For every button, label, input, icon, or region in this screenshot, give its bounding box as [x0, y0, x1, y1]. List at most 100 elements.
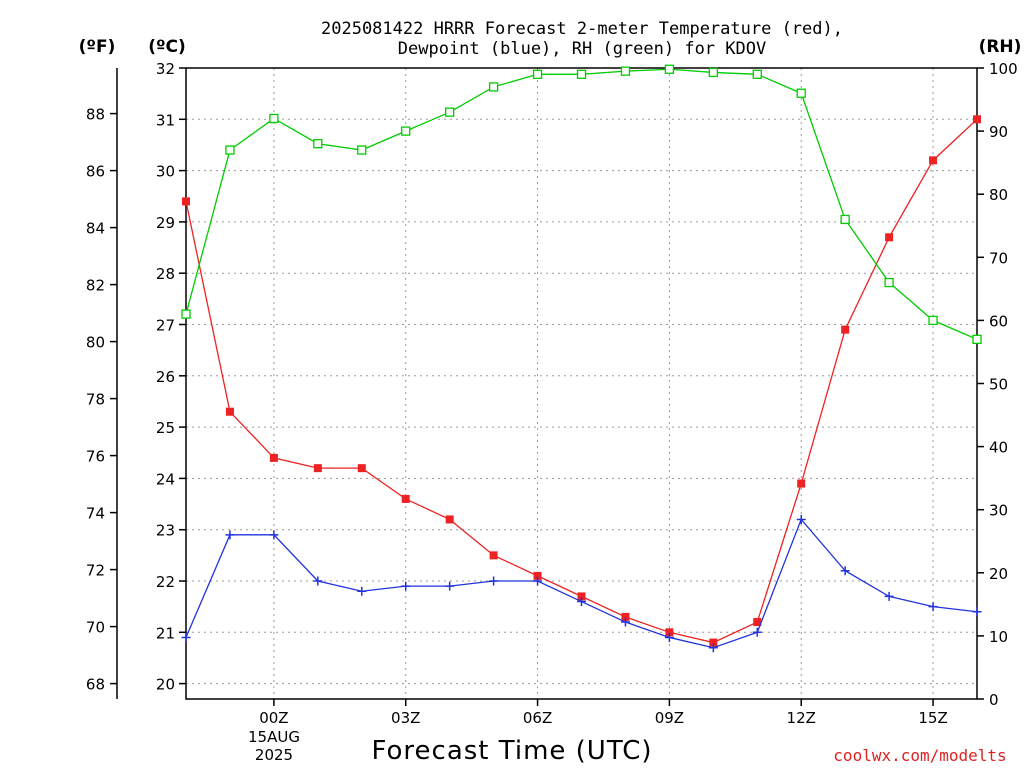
series: [181, 64, 982, 653]
rh-tick-label: 50: [989, 376, 1008, 394]
time-tick-label: 12Z: [787, 709, 816, 727]
temperature-point: [929, 156, 938, 165]
temperature-point: [533, 571, 542, 580]
rh-point: [488, 82, 499, 92]
temperature-point: [885, 233, 894, 242]
rh-point: [840, 214, 850, 225]
rh-tick-label: 60: [989, 312, 1008, 330]
dewpoint-point: [269, 530, 279, 540]
time-tick-label: 06Z: [523, 709, 552, 727]
celsius-tick-label: 21: [156, 624, 175, 642]
rh-point: [313, 139, 323, 149]
rh-tick-label: 20: [989, 565, 1008, 583]
temperature-line: [185, 118, 978, 644]
celsius-tick-label: 22: [156, 573, 175, 591]
celsius-tick-label: 27: [156, 317, 175, 335]
time-tick-label: 15Z: [918, 709, 947, 727]
rh-tick-label: 40: [989, 439, 1008, 457]
celsius-tick-label: 20: [156, 676, 175, 694]
dewpoint-point: [884, 591, 894, 601]
dewpoint-point: [972, 607, 982, 617]
temperature-point: [401, 494, 410, 503]
temperature-point: [753, 618, 762, 627]
dewpoint-point: [796, 514, 806, 524]
dewpoint-point: [401, 581, 411, 591]
chart-title-line-2: Dewpoint (blue), RH (green) for KDOV: [398, 39, 766, 59]
fahrenheit-tick-label: 84: [86, 220, 105, 238]
temperature-point: [621, 612, 630, 621]
rh-point: [752, 69, 762, 79]
dewpoint-point: [445, 581, 455, 591]
temperature-point: [797, 479, 806, 488]
rh-point: [225, 145, 235, 155]
rh-point: [445, 107, 455, 117]
rh-point: [532, 69, 543, 79]
celsius-tick-label: 24: [156, 470, 175, 488]
fahrenheit-tick-label: 72: [86, 562, 105, 580]
rh-point: [269, 113, 279, 124]
x-axis-label: Forecast Time (UTC): [371, 736, 652, 766]
dewpoint-point: [752, 627, 762, 637]
dewpoint-point: [533, 576, 543, 586]
dewpoint-line: [185, 518, 978, 649]
celsius-tick-label: 26: [156, 368, 175, 386]
temperature-point: [577, 592, 586, 601]
temperature-point: [709, 638, 718, 647]
celsius-tick-label: 23: [156, 522, 175, 540]
celsius-tick-label: 30: [156, 163, 175, 181]
temperature-point: [445, 515, 454, 524]
rh-point: [928, 315, 938, 326]
rh-tick-label: 0: [989, 691, 999, 709]
rh-point: [620, 66, 631, 76]
celsius-tick-label: 25: [156, 419, 175, 437]
fahrenheit-tick-label: 70: [86, 619, 105, 637]
dewpoint-point: [928, 602, 938, 612]
time-tick-label: 03Z: [391, 709, 420, 727]
rh-point: [796, 88, 806, 98]
dewpoint-point: [489, 576, 499, 586]
dewpoint-point: [225, 530, 235, 540]
dewpoint-point: [577, 597, 586, 607]
chart-title-line-1: 2025081422 HRRR Forecast 2-meter Tempera…: [321, 19, 843, 39]
rh-point: [884, 277, 894, 288]
axes: 20 21 22 23 24 25 26 27 28 29 30 31 32 00Z 03Z 06Z 09Z 12…: [86, 60, 1018, 727]
temperature-point: [973, 115, 981, 124]
temperature-point: [489, 551, 498, 560]
dewpoint-point: [708, 643, 718, 653]
dewpoint-point: [620, 617, 630, 627]
temperature-point: [357, 464, 366, 473]
rh-tick-label: 30: [989, 502, 1008, 520]
celsius-unit-label: (ºC): [148, 37, 186, 57]
dewpoint-point: [840, 566, 850, 576]
rh-tick-label: 10: [989, 628, 1008, 646]
fahrenheit-tick-label: 86: [86, 163, 105, 181]
fahrenheit-tick-label: 74: [86, 505, 105, 523]
temperature-point: [225, 407, 234, 416]
fahrenheit-unit-label: (ºF): [79, 37, 116, 57]
rh-tick-label: 100: [989, 60, 1018, 78]
temperature-point: [841, 325, 850, 334]
rh-line: [185, 68, 978, 340]
fahrenheit-tick-label: 88: [86, 106, 105, 124]
rh-point: [401, 126, 411, 136]
rh-point: [664, 64, 675, 74]
rh-point: [576, 69, 587, 79]
fahrenheit-tick-label: 82: [86, 277, 105, 295]
temperature-point: [313, 464, 322, 473]
date-label-day: 15AUG: [248, 728, 300, 746]
celsius-tick-label: 32: [156, 60, 175, 78]
temperature-point: [665, 628, 674, 637]
rh-tick-label: 70: [989, 249, 1008, 267]
rh-tick-label: 90: [989, 123, 1008, 141]
fahrenheit-tick-label: 76: [86, 448, 105, 466]
credit-text: coolwx.com/modelts: [833, 746, 1006, 765]
temperature-point: [269, 453, 278, 462]
fahrenheit-tick-label: 68: [86, 676, 105, 694]
time-tick-label: 00Z: [259, 709, 288, 727]
temperature-point: [182, 197, 190, 206]
time-tick-label: 09Z: [655, 709, 684, 727]
rh-unit-label: (RH): [979, 37, 1022, 57]
date-label-year: 2025: [255, 746, 293, 764]
celsius-tick-label: 29: [156, 214, 175, 232]
